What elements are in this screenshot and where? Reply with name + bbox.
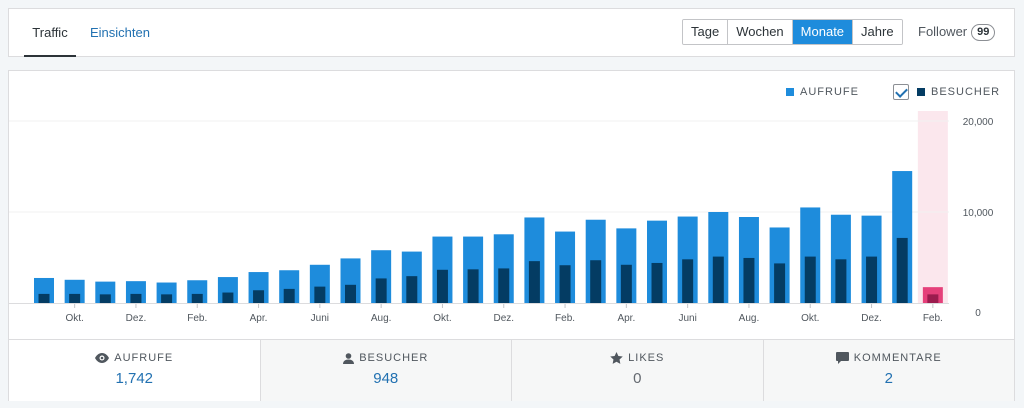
x-tick-label: Juni [311, 313, 329, 324]
besucher-bar [498, 268, 510, 303]
eye-icon [95, 353, 110, 363]
stat-kommentare-label: KOMMENTARE [853, 352, 942, 364]
besucher-bar [651, 262, 663, 303]
period-jahre-button[interactable]: Jahre [853, 20, 902, 44]
stat-aufrufe-label: AUFRUFE [114, 352, 174, 364]
stat-kommentare[interactable]: KOMMENTARE 2 [763, 340, 1014, 401]
x-tick-label: Feb. [187, 313, 207, 324]
x-tick-label: Aug. [371, 313, 392, 324]
besucher-bar [467, 269, 479, 303]
x-tick-label: Apr. [617, 313, 635, 324]
besucher-bar [345, 284, 356, 303]
stat-likes-label: LIKES [628, 352, 665, 364]
legend-besucher: BESUCHER [893, 84, 1000, 100]
x-tick-label: Okt. [801, 313, 819, 324]
legend-besucher-swatch [917, 88, 925, 96]
besucher-bar [161, 294, 173, 303]
besucher-bar [590, 260, 602, 303]
legend-besucher-label: BESUCHER [931, 86, 1001, 98]
follower-link[interactable]: Follower 99 [918, 19, 996, 45]
x-tick-label: Okt. [65, 313, 83, 324]
x-tick-label: Dez. [861, 313, 882, 324]
period-wochen-button[interactable]: Wochen [728, 20, 793, 44]
stat-besucher-label: BESUCHER [359, 352, 429, 364]
x-tick-label: Dez. [493, 313, 514, 324]
x-tick-label: Apr. [250, 313, 268, 324]
stat-besucher[interactable]: BESUCHER 948 [260, 340, 512, 401]
x-tick-label: Dez. [126, 313, 147, 324]
period-selector: Tage Wochen Monate Jahre [682, 19, 903, 45]
star-icon [610, 352, 623, 364]
besucher-bar [835, 259, 847, 303]
x-tick-label: Feb. [555, 313, 575, 324]
stat-likes[interactable]: LIKES 0 [512, 340, 764, 401]
stat-likes-value: 0 [633, 370, 642, 387]
besucher-bar [774, 263, 786, 303]
besucher-checkbox[interactable] [893, 84, 909, 100]
x-tick-label: Okt. [433, 313, 451, 324]
x-tick-label: Aug. [739, 313, 760, 324]
besucher-bar [927, 294, 939, 303]
y-tick-label: 20,000 [963, 117, 994, 128]
besucher-bar [99, 294, 111, 303]
besucher-bar [559, 265, 571, 303]
besucher-bar [436, 269, 448, 303]
follower-count-badge: 99 [971, 23, 996, 41]
besucher-bar [314, 286, 326, 303]
highlight-band [917, 111, 948, 303]
besucher-bar [191, 293, 203, 303]
besucher-bar [38, 293, 50, 303]
stat-kommentare-value: 2 [884, 370, 893, 387]
besucher-bar [712, 256, 724, 303]
stat-besucher-value: 948 [373, 370, 399, 387]
besucher-bar [743, 257, 755, 303]
besucher-bar [283, 288, 295, 303]
follower-label: Follower [918, 24, 968, 39]
besucher-bar [406, 276, 418, 303]
traffic-bar-chart: 0 10,000 20,000 Okt. Dez. Feb. Apr. Juni Aug. Okt… [9, 111, 994, 324]
besucher-bar [528, 261, 540, 303]
besucher-bar [682, 259, 694, 303]
besucher-bar [866, 256, 878, 303]
x-tick-label: Juni [678, 313, 696, 324]
traffic-chart-card: AUFRUFE BESUCHER 0 10,000 20,000 Okt. Dez. Fe… [8, 70, 1015, 401]
besucher-bar [804, 256, 816, 303]
besucher-bar [253, 290, 265, 303]
tab-einsichten[interactable]: Einsichten [90, 25, 150, 40]
legend-aufrufe: AUFRUFE [786, 86, 859, 98]
besucher-bar [69, 293, 81, 303]
legend-aufrufe-label: AUFRUFE [800, 86, 859, 98]
legend-aufrufe-swatch [786, 88, 794, 96]
x-tick-label: Feb. [923, 313, 943, 324]
period-tage-button[interactable]: Tage [683, 20, 729, 44]
comment-icon [835, 352, 849, 364]
stat-aufrufe[interactable]: AUFRUFE 1,742 [9, 340, 261, 401]
stats-nav-bar: Traffic Einsichten Tage Wochen Monate Ja… [8, 8, 1015, 57]
y-tick-label: 0 [975, 308, 981, 319]
y-tick-label: 10,000 [963, 208, 994, 219]
besucher-bar [222, 292, 234, 303]
period-monate-button[interactable]: Monate [792, 20, 854, 44]
person-icon [343, 352, 355, 364]
tab-traffic[interactable]: Traffic [24, 9, 76, 57]
besucher-bar [620, 264, 632, 303]
summary-stats: AUFRUFE 1,742 BESUCHER 948 LIKES 0 [9, 339, 1014, 401]
besucher-bar [896, 237, 908, 303]
besucher-bar [130, 293, 142, 303]
besucher-bar [375, 278, 387, 303]
stat-aufrufe-value: 1,742 [115, 370, 154, 387]
